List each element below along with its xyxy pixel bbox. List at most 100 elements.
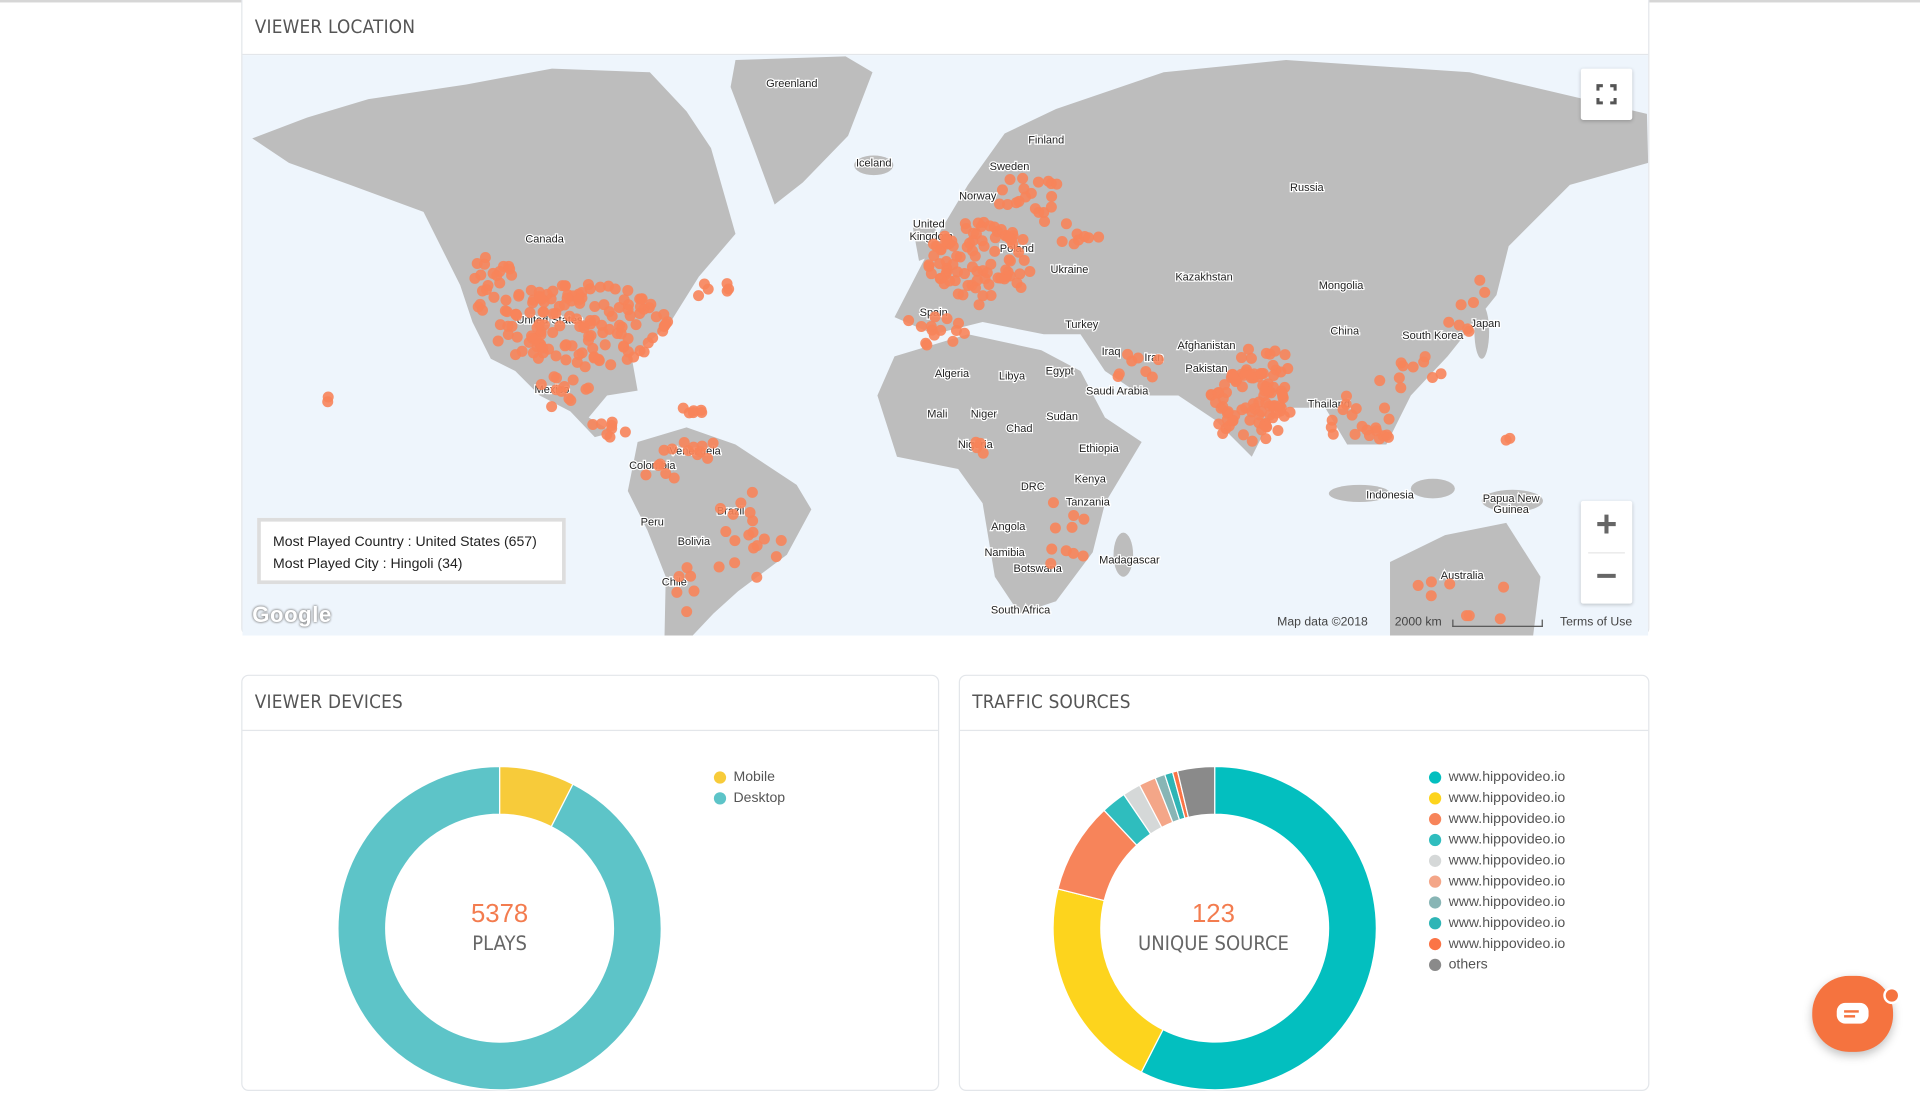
play-marker[interactable] [1056, 235, 1068, 247]
play-marker[interactable] [668, 472, 680, 484]
play-marker[interactable] [613, 301, 625, 313]
play-marker[interactable] [605, 359, 617, 371]
play-marker[interactable] [1272, 425, 1284, 437]
play-marker[interactable] [550, 350, 562, 362]
play-marker[interactable] [1047, 497, 1059, 509]
play-marker[interactable] [533, 290, 545, 302]
play-marker[interactable] [1152, 354, 1164, 366]
play-marker[interactable] [1213, 418, 1225, 430]
play-marker[interactable] [935, 244, 947, 256]
play-marker[interactable] [1407, 361, 1419, 373]
play-marker[interactable] [1279, 349, 1291, 361]
play-marker[interactable] [991, 226, 1003, 238]
play-marker[interactable] [1078, 513, 1090, 525]
play-marker[interactable] [653, 459, 665, 471]
play-marker[interactable] [729, 535, 741, 547]
play-marker[interactable] [1025, 187, 1037, 199]
play-marker[interactable] [1383, 413, 1395, 425]
play-marker[interactable] [1029, 203, 1041, 215]
play-marker[interactable] [681, 606, 693, 618]
play-marker[interactable] [1425, 576, 1437, 588]
play-marker[interactable] [488, 291, 500, 303]
play-marker[interactable] [1042, 175, 1054, 187]
play-marker[interactable] [1132, 352, 1144, 364]
play-marker[interactable] [513, 290, 525, 302]
play-marker[interactable] [1443, 316, 1455, 328]
play-marker[interactable] [611, 327, 623, 339]
play-marker[interactable] [1246, 435, 1258, 447]
play-marker[interactable] [671, 586, 683, 598]
play-marker[interactable] [966, 261, 978, 273]
play-marker[interactable] [596, 319, 608, 331]
play-marker[interactable] [1066, 521, 1078, 533]
play-marker[interactable] [729, 557, 741, 569]
play-marker[interactable] [502, 329, 514, 341]
play-marker[interactable] [1045, 201, 1057, 213]
chat-button[interactable] [1812, 975, 1894, 1052]
play-marker[interactable] [721, 285, 733, 297]
play-marker[interactable] [1235, 352, 1248, 364]
play-marker[interactable] [630, 319, 642, 331]
play-marker[interactable] [1122, 348, 1134, 360]
play-marker[interactable] [594, 281, 606, 293]
play-marker[interactable] [1397, 360, 1409, 372]
play-marker[interactable] [482, 280, 494, 292]
play-marker[interactable] [746, 486, 758, 498]
play-marker[interactable] [1340, 390, 1352, 402]
play-marker[interactable] [550, 307, 562, 319]
play-marker[interactable] [638, 346, 650, 358]
play-marker[interactable] [976, 235, 988, 247]
play-marker[interactable] [1426, 372, 1438, 384]
play-marker[interactable] [584, 283, 596, 295]
legend-item[interactable]: www.hippovideo.io [1428, 912, 1565, 933]
play-marker[interactable] [595, 418, 607, 430]
play-marker[interactable] [1073, 234, 1085, 246]
play-marker[interactable] [511, 309, 523, 321]
play-marker[interactable] [959, 218, 971, 230]
play-marker[interactable] [1435, 368, 1447, 380]
play-marker[interactable] [1004, 174, 1016, 186]
play-marker[interactable] [1046, 543, 1058, 555]
play-marker[interactable] [624, 310, 636, 322]
play-marker[interactable] [971, 274, 983, 286]
play-marker[interactable] [985, 258, 997, 270]
play-marker[interactable] [687, 407, 699, 419]
legend-item[interactable]: www.hippovideo.io [1428, 933, 1565, 954]
play-marker[interactable] [527, 347, 539, 359]
play-marker[interactable] [1049, 522, 1061, 534]
play-marker[interactable] [658, 444, 670, 456]
play-marker[interactable] [920, 337, 932, 349]
play-marker[interactable] [1460, 610, 1472, 622]
play-marker[interactable] [606, 310, 618, 322]
play-marker[interactable] [1060, 218, 1072, 230]
play-marker[interactable] [696, 440, 708, 452]
play-marker[interactable] [1269, 345, 1281, 357]
play-marker[interactable] [1213, 387, 1225, 399]
play-marker[interactable] [1004, 255, 1016, 267]
zoom-out-button[interactable]: − [1595, 555, 1618, 597]
play-marker[interactable] [580, 383, 592, 395]
devices-donut-chart[interactable] [323, 752, 676, 1105]
google-logo[interactable]: Google [252, 602, 332, 627]
play-marker[interactable] [713, 561, 725, 573]
play-marker[interactable] [506, 320, 518, 332]
play-marker[interactable] [977, 447, 989, 459]
play-marker[interactable] [1237, 429, 1249, 441]
play-marker[interactable] [1267, 359, 1279, 371]
legend-item[interactable]: Desktop [713, 787, 785, 808]
fullscreen-button[interactable] [1580, 68, 1633, 121]
world-map[interactable]: Greenland Iceland Finland Sweden Norway Russi… [242, 55, 1649, 636]
play-marker[interactable] [1260, 397, 1272, 409]
play-marker[interactable] [1412, 579, 1424, 591]
play-marker[interactable] [1379, 402, 1391, 414]
play-marker[interactable] [499, 305, 511, 317]
legend-item[interactable]: www.hippovideo.io [1428, 787, 1565, 808]
play-marker[interactable] [1002, 266, 1014, 278]
play-marker[interactable] [962, 280, 974, 292]
play-marker[interactable] [1467, 296, 1479, 308]
play-marker[interactable] [984, 220, 996, 232]
play-marker[interactable] [1395, 382, 1407, 394]
play-marker[interactable] [547, 326, 559, 338]
play-marker[interactable] [758, 533, 770, 545]
play-marker[interactable] [1284, 406, 1296, 418]
